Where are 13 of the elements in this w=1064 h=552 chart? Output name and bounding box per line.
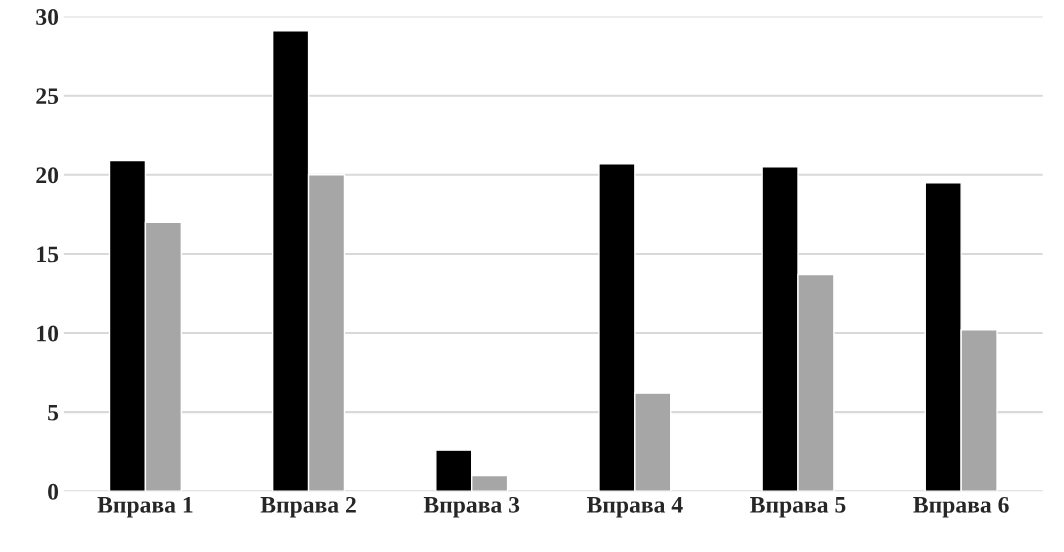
x-tick-label: Вправа 5	[750, 497, 846, 518]
x-tick-label: Вправа 4	[586, 496, 683, 518]
x-tick-label: Вправа 2	[260, 496, 356, 518]
y-tick-label: 15	[37, 246, 59, 263]
x-tick-label: Вправа 6	[913, 496, 1009, 518]
y-tick-label: 20	[36, 167, 59, 184]
y-tick-label: 25	[36, 88, 59, 105]
y-tick-label: 30	[36, 9, 59, 25]
y-tick-label: 5	[48, 404, 59, 421]
y-tick-label: 10	[37, 325, 59, 342]
x-tick-label: Вправа 1	[97, 496, 193, 518]
x-tick-label: Вправа 3	[423, 496, 520, 518]
y-tick-label: 0	[48, 483, 59, 500]
